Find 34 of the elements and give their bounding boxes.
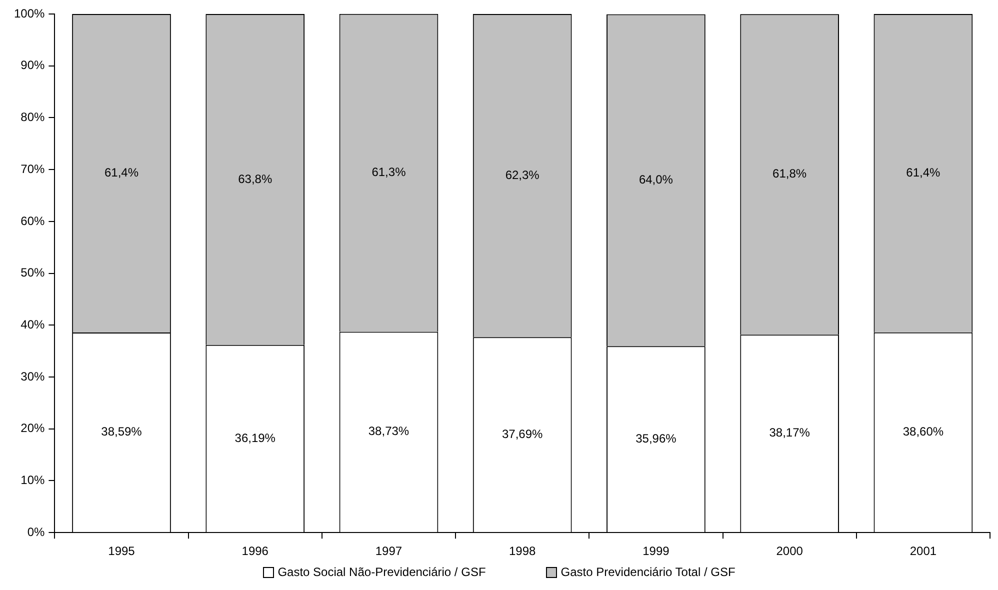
y-tick-label: 50% (20, 266, 46, 280)
data-label: 63,8% (238, 172, 272, 186)
data-label: 38,73% (368, 424, 410, 438)
y-tick-label: 70% (20, 162, 46, 176)
y-tick-label: 100% (14, 6, 46, 20)
x-tick-label: 2000 (776, 544, 804, 558)
data-label: 61,4% (104, 166, 139, 180)
x-tick-label: 2001 (910, 544, 937, 558)
y-tick-label: 90% (20, 58, 46, 72)
x-tick-label: 1998 (508, 544, 536, 558)
data-label: 35,96% (636, 431, 677, 446)
data-label: 38,60% (902, 424, 944, 439)
x-tick-label: 1996 (242, 544, 269, 558)
data-label: 61,3% (372, 165, 406, 180)
data-label: 64,0% (638, 172, 674, 186)
data-label: 62,3% (505, 168, 540, 182)
data-label: 38,59% (101, 424, 142, 439)
y-tick-label: 10% (20, 473, 46, 488)
x-tick-label: 1995 (108, 544, 136, 558)
data-label: 38,17% (769, 426, 810, 440)
text: Gasto Social Não-Previdenciário / GSF (278, 565, 486, 579)
data-label: 37,69% (502, 426, 544, 441)
x-tick-label: 1997 (375, 544, 402, 558)
data-label: 36,19% (234, 430, 276, 445)
y-tick-label: 20% (20, 421, 46, 436)
legend-label: Gasto Previdenciário Total / GSF (560, 565, 736, 579)
y-tick-label: 80% (20, 110, 46, 124)
x-tick-label: 1999 (642, 544, 670, 558)
y-tick-label: 40% (20, 317, 46, 332)
y-tick-label: 0% (27, 524, 46, 539)
y-tick-label: 60% (20, 214, 46, 228)
data-label: 61,4% (906, 166, 941, 180)
y-tick-label: 30% (20, 369, 46, 384)
data-label: 61,8% (772, 166, 807, 181)
